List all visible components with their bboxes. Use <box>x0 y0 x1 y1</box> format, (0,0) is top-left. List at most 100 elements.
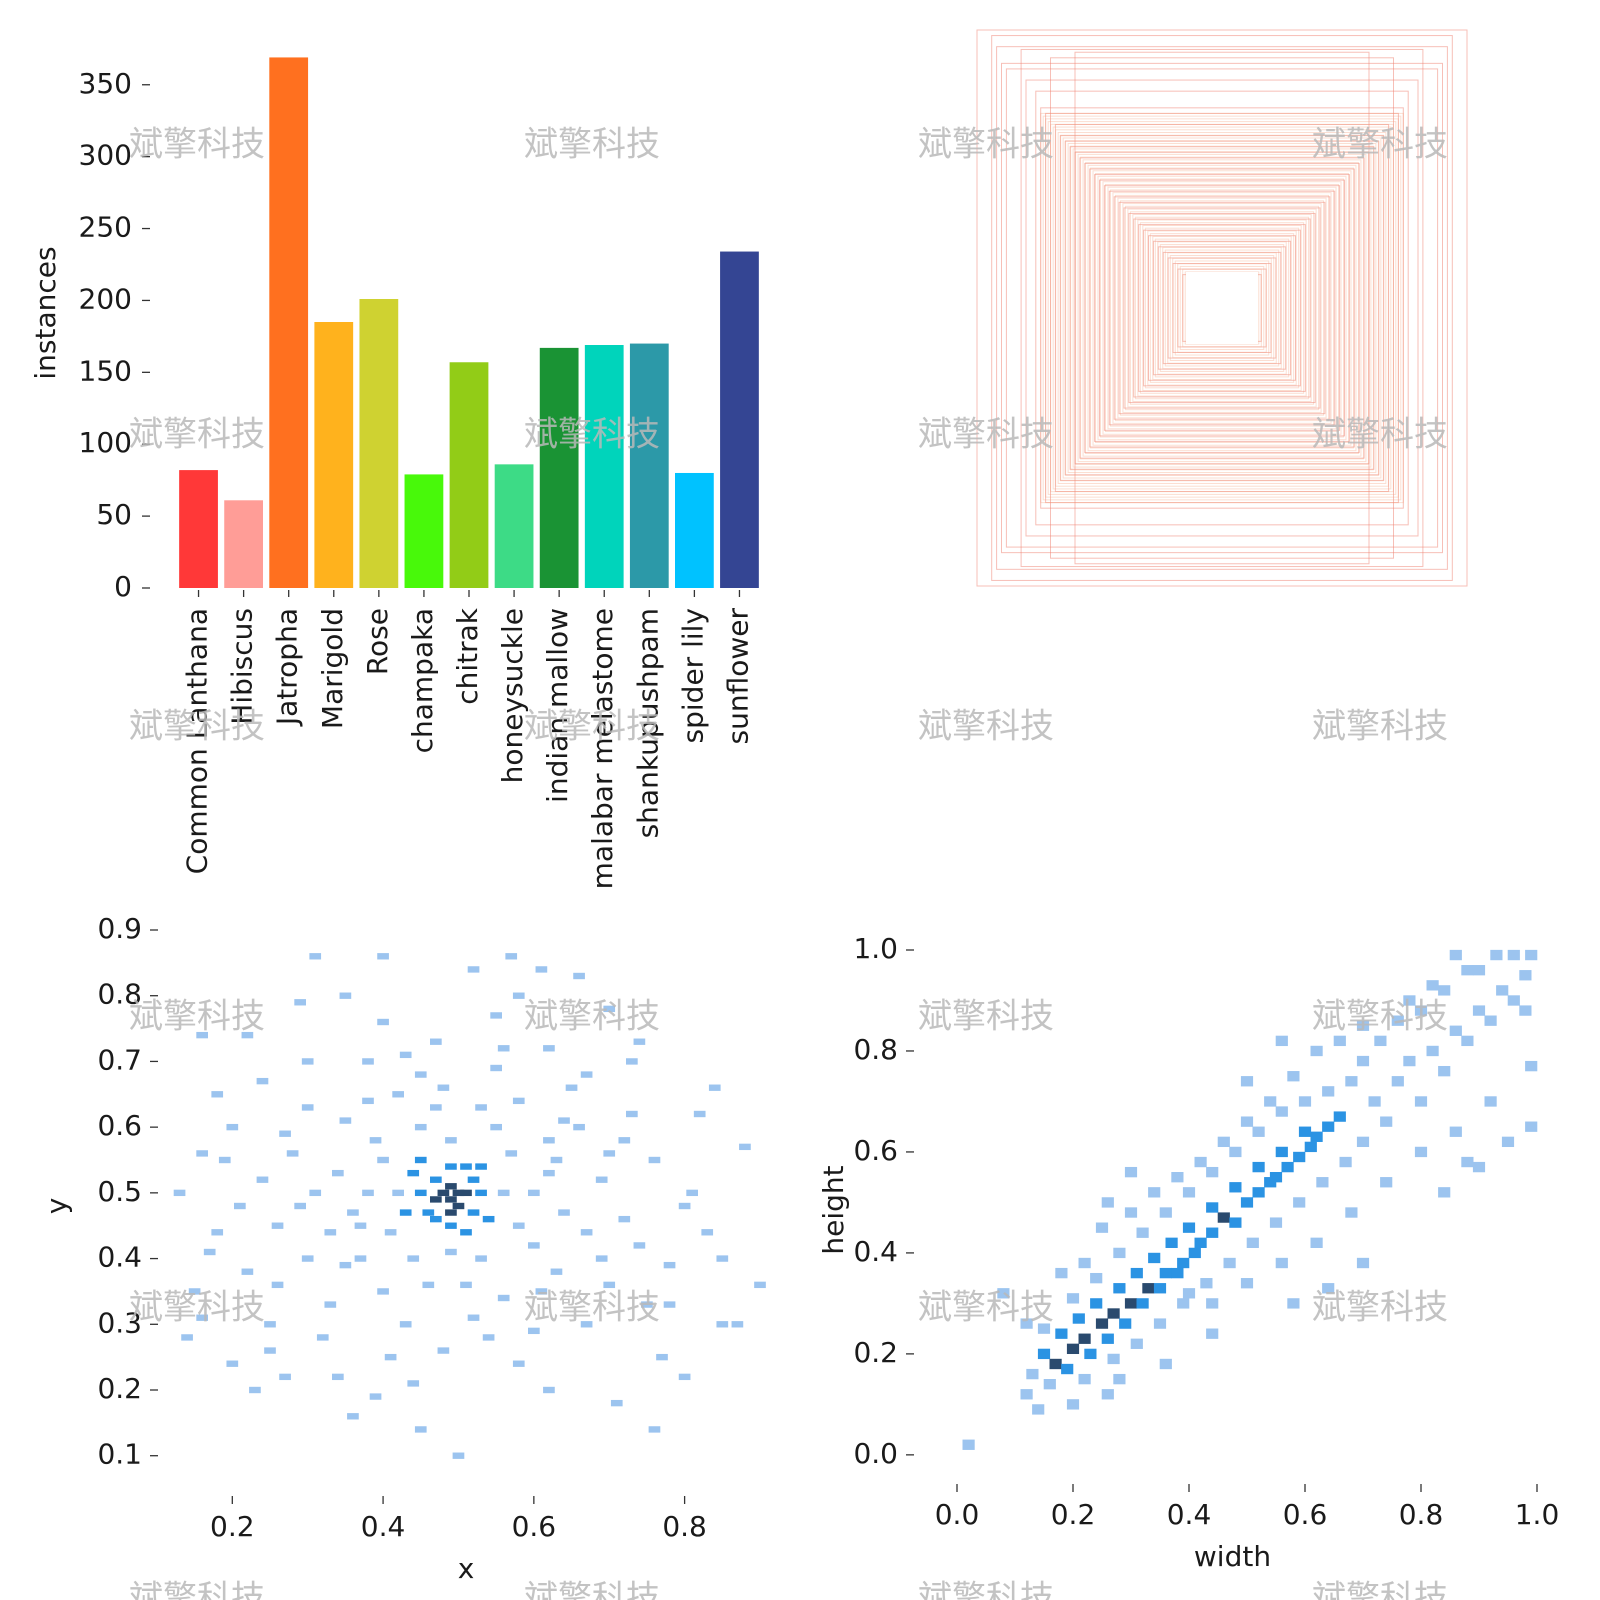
label-box <box>1052 126 1392 490</box>
xy-center-heatmap: 0.2 0.4 0.6 0.8 0.1 0.2 0.3 0.4 0.5 0.6 0.7 0.8 0.9 x… <box>40 912 766 1585</box>
label-box <box>1050 57 1394 559</box>
label-box <box>1089 168 1355 448</box>
label-box <box>1025 79 1419 537</box>
heatmap-cell <box>701 1229 714 1236</box>
heatmap-cell <box>1182 1222 1196 1233</box>
heatmap-cell <box>1356 1136 1370 1148</box>
label-box <box>1060 134 1384 482</box>
heatmap-cell <box>1275 1106 1288 1117</box>
heatmap-cell <box>1037 1323 1051 1334</box>
heatmap-cell <box>1055 1328 1068 1339</box>
watermark-text: 斌擎科技 <box>918 997 1054 1037</box>
heatmap-cell <box>648 1156 661 1164</box>
x-tick-label: sunflower <box>721 608 754 745</box>
label-box <box>1164 249 1280 367</box>
heatmap-cell <box>1194 1237 1207 1248</box>
x-tick-label: Common Lanthana <box>181 608 214 874</box>
heatmap-cell <box>512 1222 525 1229</box>
label-box <box>1103 185 1341 431</box>
label-box <box>1148 235 1296 381</box>
label-box <box>1139 222 1305 394</box>
label-box <box>1087 164 1357 452</box>
heatmap-cell <box>1072 1313 1085 1324</box>
label-box <box>1133 218 1311 398</box>
heatmap-cell <box>1124 1298 1138 1309</box>
heatmap-cell <box>1252 1187 1265 1198</box>
label-box <box>1107 186 1337 430</box>
heatmap-cell <box>512 1097 525 1105</box>
watermark-text: 斌擎科技 <box>1312 125 1448 165</box>
heatmap-cell <box>1078 1333 1091 1344</box>
watermark-text: 斌擎科技 <box>1312 415 1448 455</box>
heatmap-cell <box>437 1084 450 1091</box>
label-box <box>1082 159 1362 457</box>
heatmap-cell <box>1333 1111 1346 1122</box>
heatmap-cell <box>1414 1146 1428 1158</box>
heatmap-cell <box>754 1281 766 1289</box>
watermark-text: 斌擎科技 <box>918 1288 1054 1328</box>
label-box <box>1167 257 1277 359</box>
heatmap-cell <box>384 1229 397 1236</box>
x-tick-label: 0.8 <box>1399 1498 1444 1531</box>
heatmap-cell <box>271 1222 284 1229</box>
heatmap-cell <box>1264 1096 1277 1107</box>
x-tick-label: 0.4 <box>361 1510 406 1543</box>
heatmap-cell <box>1391 1076 1404 1087</box>
heatmap-cell <box>392 1189 404 1197</box>
bar-rose <box>359 298 399 588</box>
y-tick-label: 50 <box>96 498 132 531</box>
label-box <box>1077 153 1367 463</box>
heatmap-cell <box>580 1321 593 1328</box>
heatmap-cell <box>962 1439 975 1450</box>
heatmap-cell <box>1130 1267 1143 1279</box>
watermark-text: 斌擎科技 <box>129 1288 265 1328</box>
heatmap-cell <box>392 1091 404 1098</box>
heatmap-cell <box>1496 985 1509 996</box>
heatmap-cell <box>603 1281 616 1289</box>
center-gap <box>1186 272 1258 344</box>
heatmap-cell <box>512 992 525 999</box>
heatmap-cell <box>414 1426 427 1433</box>
label-box <box>1099 178 1345 438</box>
heatmap-cell <box>633 1038 646 1045</box>
heatmap-cell <box>1461 1156 1474 1168</box>
label-box <box>1035 90 1409 526</box>
label-box <box>1182 268 1262 348</box>
heatmap-cell <box>1310 1131 1323 1142</box>
watermark-text: 斌擎科技 <box>918 415 1054 455</box>
x-tick-label: 0.6 <box>512 1510 557 1543</box>
label-box <box>1127 208 1317 408</box>
heatmap-cell <box>460 1163 472 1170</box>
heatmap-cell <box>324 1301 337 1308</box>
label-box <box>1179 265 1265 351</box>
label-box <box>1157 246 1287 370</box>
label-box <box>1085 162 1359 454</box>
heatmap-cell <box>414 1156 427 1164</box>
heatmap-cell <box>1101 1333 1114 1344</box>
heatmap-cell <box>301 1255 314 1262</box>
heatmap-cell <box>316 1334 329 1341</box>
heatmap-cell <box>1240 1278 1254 1289</box>
heatmap-cell <box>1322 1121 1335 1132</box>
label-box <box>1062 137 1382 479</box>
heatmap-cell <box>1472 965 1486 976</box>
heatmap-cell <box>595 1176 608 1183</box>
y-tick-label: 200 <box>79 282 132 315</box>
heatmap-cell <box>1345 1076 1358 1087</box>
heatmap-cell <box>1356 1055 1370 1067</box>
x-tick-label: spider lily <box>676 608 709 743</box>
heatmap-cell <box>618 1215 631 1223</box>
label-box <box>1054 124 1390 492</box>
heatmap-cell <box>1206 1227 1219 1238</box>
watermark-text: 斌擎科技 <box>129 415 265 455</box>
heatmap-cell <box>1066 1293 1080 1304</box>
heatmap-cell <box>271 1281 284 1289</box>
watermark-text: 斌擎科技 <box>129 1579 265 1600</box>
x-tick-label: Rose <box>361 608 394 675</box>
label-box <box>1117 197 1327 419</box>
y-tick-label: 0.0 <box>853 1437 898 1470</box>
heatmap-cell <box>603 1150 616 1157</box>
watermark-text: 斌擎科技 <box>918 707 1054 747</box>
